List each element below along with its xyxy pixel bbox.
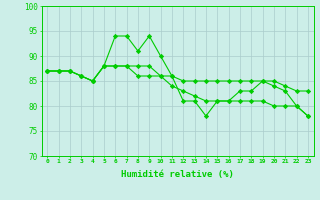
X-axis label: Humidité relative (%): Humidité relative (%) <box>121 170 234 179</box>
